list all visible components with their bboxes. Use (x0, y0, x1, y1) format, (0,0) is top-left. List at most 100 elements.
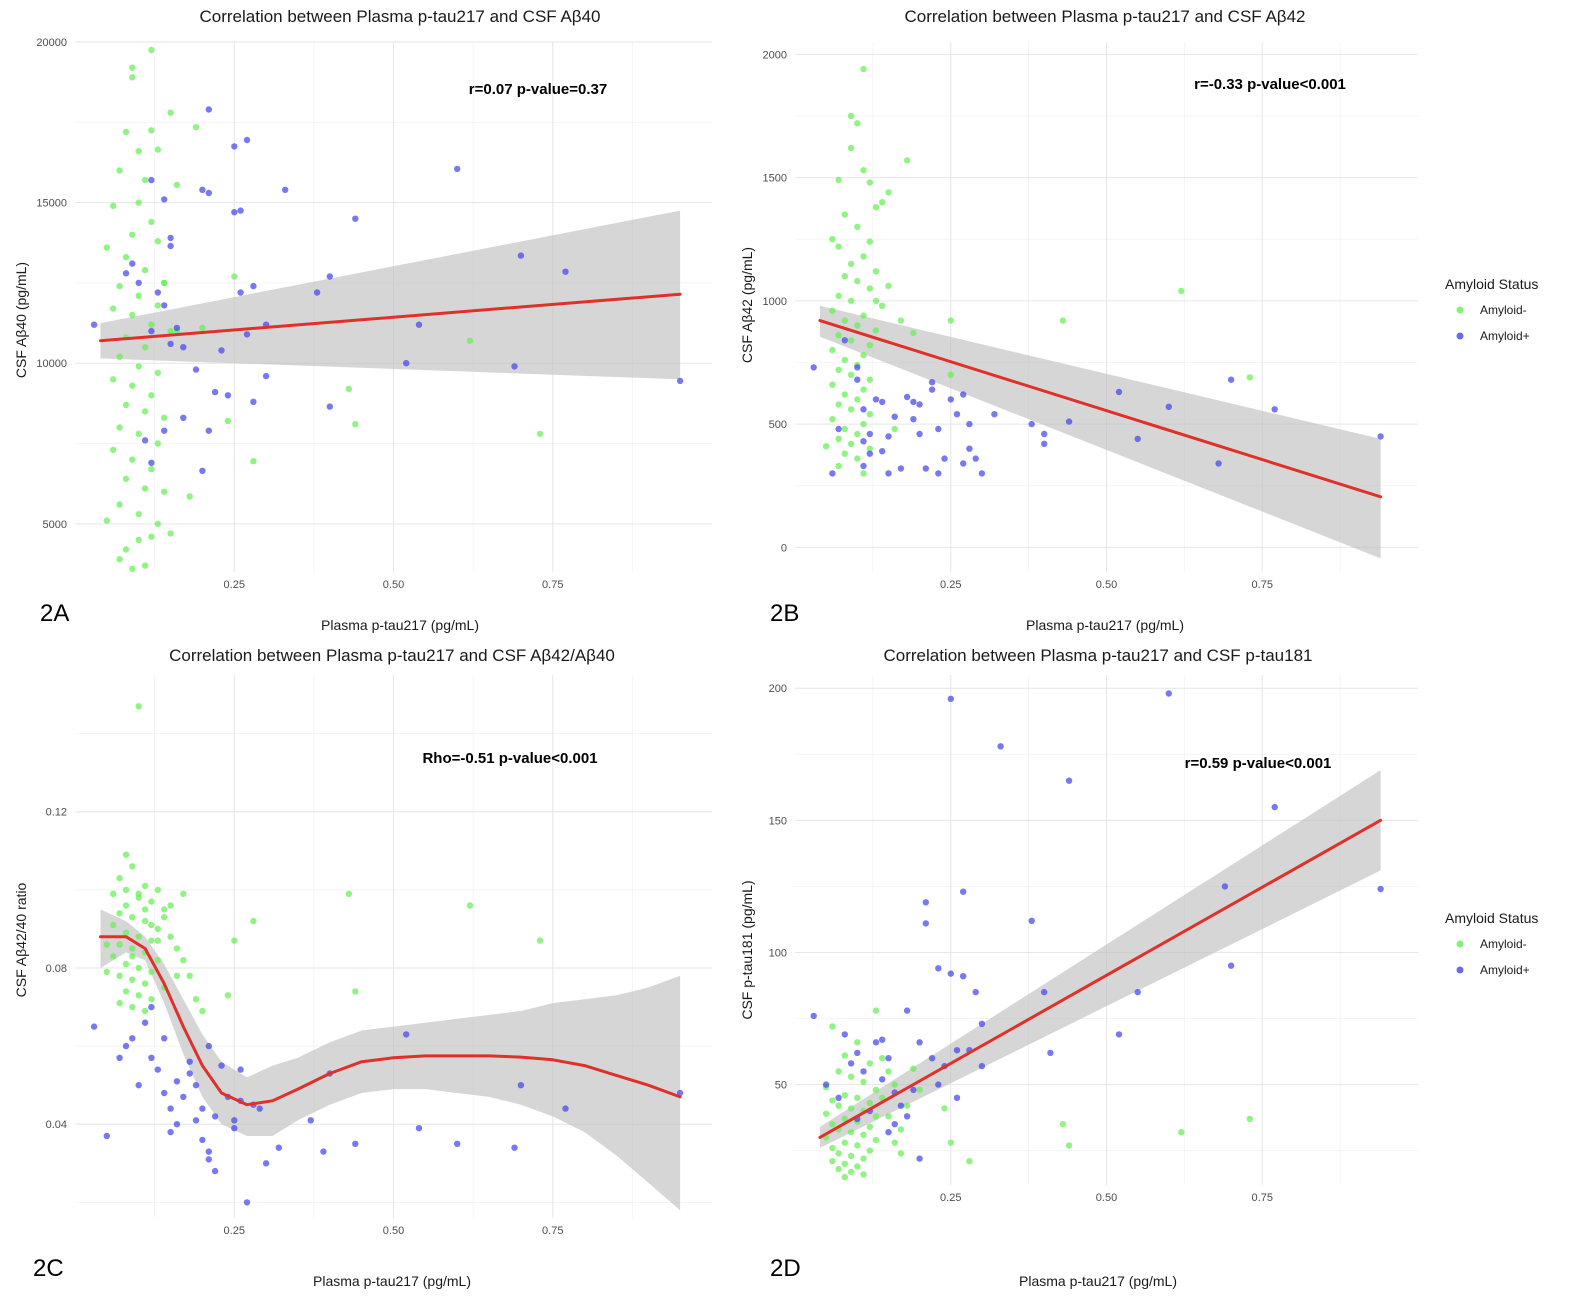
data-point (872, 1039, 880, 1046)
panel-label: 2B (770, 600, 799, 627)
data-point (866, 238, 873, 245)
data-point (403, 1031, 410, 1038)
data-point (1028, 917, 1035, 924)
data-point (866, 411, 873, 418)
data-point (282, 186, 289, 193)
data-point (891, 413, 898, 420)
correlation-annotation: r=0.59 p-value<0.001 (1185, 755, 1332, 772)
data-point (186, 972, 193, 979)
data-point (129, 1003, 136, 1011)
data-point (116, 999, 123, 1007)
data-point (953, 1047, 961, 1054)
data-point (237, 1066, 244, 1073)
data-point (141, 266, 149, 274)
legend-title: Amyloid Status (1445, 276, 1538, 292)
data-point (860, 386, 867, 393)
plot-area: 0.25 0.50 0.75 50 100 150 200 (769, 675, 1418, 1204)
data-point (103, 517, 111, 524)
data-point (872, 297, 880, 304)
data-point (135, 703, 142, 710)
y-tick-label: 50 (775, 1080, 787, 1092)
data-point (947, 317, 954, 324)
data-point (910, 1065, 917, 1072)
chart-title: Correlation between Plasma p-tau217 and … (169, 646, 615, 665)
data-point (231, 209, 238, 216)
data-point (122, 254, 130, 261)
data-point (129, 976, 136, 983)
data-point (835, 176, 842, 184)
data-point (180, 957, 187, 964)
data-point (941, 455, 948, 462)
data-point (129, 260, 136, 267)
legend-label-amyloid-pos: Amyloid+ (1480, 963, 1530, 977)
data-point (1246, 374, 1254, 381)
data-point (922, 465, 929, 472)
y-axis-label: CSF Aβ42/40 ratio (13, 882, 29, 997)
data-point (122, 128, 130, 136)
data-point (860, 438, 867, 445)
data-point (122, 401, 130, 409)
y-tick-label: 200 (769, 683, 787, 695)
panel-2b: 0.25 0.50 0.75 0 500 1000 1500 2000 Correlation… (739, 7, 1418, 633)
data-point (822, 1081, 830, 1088)
data-point (161, 427, 168, 434)
data-point (141, 437, 149, 444)
data-point (879, 199, 886, 206)
y-axis-label: CSF Aβ40 (pg/mL) (13, 262, 29, 378)
data-point (1065, 777, 1073, 784)
data-point (872, 1086, 880, 1094)
data-point (517, 1082, 525, 1089)
data-point (148, 459, 155, 466)
data-point (154, 925, 161, 933)
data-point (829, 1097, 836, 1104)
data-point (847, 1060, 855, 1067)
data-point (135, 992, 142, 999)
data-point (180, 1093, 187, 1101)
data-point (835, 243, 842, 250)
y-tick-label: 0.12 (46, 807, 67, 819)
data-point (885, 1068, 892, 1075)
data-point (237, 207, 244, 214)
data-point (953, 1094, 961, 1102)
data-point (860, 351, 867, 359)
data-point (879, 448, 886, 455)
data-point (161, 302, 168, 309)
data-point (352, 421, 359, 428)
data-point (847, 1073, 855, 1080)
data-point (192, 1117, 200, 1124)
legend-label-amyloid-neg: Amyloid- (1480, 937, 1527, 951)
data-point (167, 327, 174, 335)
data-point (199, 1007, 206, 1015)
data-point (835, 1094, 842, 1102)
data-point (935, 965, 942, 972)
y-tick-label: 1500 (763, 173, 787, 185)
legend-swatch-amyloid-neg (1456, 940, 1464, 948)
x-tick-label: 0.50 (1096, 579, 1117, 591)
data-point (854, 120, 861, 127)
data-point (110, 202, 117, 209)
data-point (829, 346, 836, 354)
data-point (186, 1070, 193, 1077)
data-point (903, 1113, 911, 1120)
data-point (841, 425, 848, 433)
data-point (860, 1131, 867, 1139)
data-point (211, 388, 219, 396)
data-point (135, 279, 142, 287)
data-point (141, 917, 149, 925)
x-tick-label: 0.50 (383, 1225, 404, 1237)
data-point (897, 1102, 905, 1109)
data-point (885, 470, 892, 477)
data-point (199, 467, 206, 474)
data-point (205, 1042, 212, 1050)
legend-title: Amyloid Status (1445, 910, 1538, 926)
data-point (167, 1105, 174, 1112)
data-point (141, 906, 149, 913)
data-point (978, 1020, 986, 1027)
x-tick-label: 0.75 (542, 1225, 563, 1237)
data-point (1178, 287, 1185, 295)
data-point (916, 1039, 923, 1046)
data-point (903, 393, 911, 401)
panel-2a: 0.25 0.50 0.75 5000 10000 15000 20000 Correlat… (13, 7, 712, 633)
data-point (231, 143, 238, 150)
data-point (935, 425, 942, 433)
